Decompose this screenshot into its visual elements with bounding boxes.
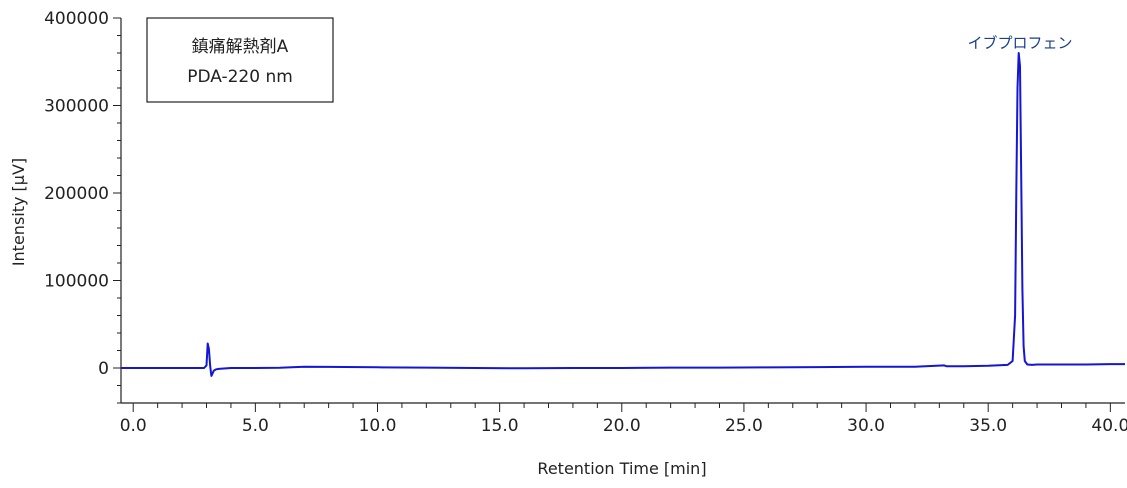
legend-box bbox=[146, 17, 334, 103]
axes-layer bbox=[113, 17, 1125, 412]
peak-annotation: イブプロフェン bbox=[967, 34, 1072, 52]
x-tick-label: 40.0 bbox=[1091, 416, 1127, 436]
y-tick-label: 200000 bbox=[44, 184, 109, 204]
chromatogram-trace bbox=[121, 52, 1125, 377]
x-tick-label: 10.0 bbox=[359, 416, 397, 436]
x-tick-label: 15.0 bbox=[481, 416, 519, 436]
y-tick-label: 100000 bbox=[44, 272, 109, 292]
x-tick-label: 0.0 bbox=[120, 416, 147, 436]
legend-line-1: 鎮痛解熱剤A bbox=[192, 37, 289, 57]
x-tick-label: 20.0 bbox=[603, 416, 641, 436]
y-axis-title: Intensity [µV] bbox=[9, 158, 28, 266]
x-axis-title: Retention Time [min] bbox=[537, 459, 706, 478]
x-tick-label: 30.0 bbox=[847, 416, 885, 436]
y-tick-label: 0 bbox=[98, 359, 109, 379]
x-tick-label: 35.0 bbox=[969, 416, 1007, 436]
label-layer: 0 100000 200000 300000 400000 0.0 5.0 10.0 15.0 2… bbox=[44, 9, 1127, 436]
x-tick-label: 25.0 bbox=[725, 416, 763, 436]
x-tick-label: 5.0 bbox=[242, 416, 269, 436]
legend-line-2: PDA-220 nm bbox=[187, 67, 293, 87]
y-tick-label: 300000 bbox=[44, 97, 109, 117]
series-layer bbox=[121, 52, 1125, 377]
y-tick-label: 400000 bbox=[44, 9, 109, 29]
